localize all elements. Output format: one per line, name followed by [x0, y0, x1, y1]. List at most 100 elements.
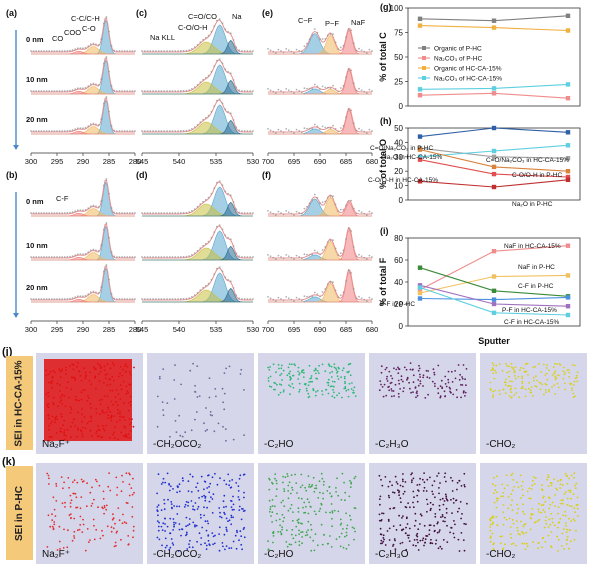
ion-point [302, 506, 304, 509]
envelope-curve [31, 57, 135, 93]
raw-data-point [118, 90, 121, 92]
ion-point [506, 371, 509, 374]
ion-point [127, 392, 129, 394]
raw-data-point [37, 298, 40, 300]
ion-point [521, 480, 524, 483]
ion-point [300, 531, 302, 534]
raw-data-point [182, 255, 185, 258]
raw-data-point [185, 297, 188, 300]
ion-point [327, 378, 330, 381]
ion-point [430, 538, 432, 541]
ion-point [67, 529, 69, 532]
ion-point [546, 378, 549, 381]
tof-tile: -C₂H₃O [369, 353, 476, 454]
ion-point [286, 473, 289, 475]
ion-point [119, 410, 121, 413]
ion-point [342, 367, 345, 370]
fitted-peak [31, 91, 135, 95]
series-label: C=O/Na₂CO₃ in HC-CA-15% [486, 157, 569, 164]
envelope-curve [142, 267, 253, 301]
raw-data-point [282, 91, 285, 94]
ion-point [110, 419, 113, 422]
ion-point [460, 532, 463, 534]
ion-point [516, 526, 519, 529]
ion-point [72, 376, 74, 379]
tof-tile: -C₂HO [258, 353, 365, 454]
ion-point [353, 507, 356, 509]
ion-point [65, 434, 67, 437]
raw-data-point [58, 130, 61, 132]
ion-point [564, 510, 567, 513]
ion-point [534, 365, 537, 368]
raw-data-point [345, 116, 347, 119]
raw-data-point [329, 33, 332, 35]
raw-data-point [308, 87, 311, 90]
ion-point [304, 511, 307, 514]
ion-point [275, 482, 278, 485]
raw-data-point [204, 284, 207, 287]
ion-point [553, 478, 555, 480]
raw-data-point [123, 130, 126, 132]
ion-point [89, 429, 92, 432]
ion-point [530, 514, 533, 516]
raw-data-point [155, 298, 157, 300]
ion-point [338, 367, 340, 370]
fragment-label: -CH₂OCO₂ [153, 549, 202, 560]
raw-data-point [30, 298, 32, 300]
ion-point [187, 490, 190, 492]
ion-point [512, 368, 515, 371]
raw-data-point [82, 295, 84, 298]
raw-data-point [224, 28, 227, 31]
ion-point [90, 383, 93, 386]
ion-point [169, 435, 171, 438]
ion-point [513, 371, 516, 374]
ion-point [54, 421, 56, 424]
raw-data-point [210, 70, 213, 73]
ion-point [47, 402, 50, 405]
ion-point [128, 383, 131, 386]
raw-data-point [92, 248, 95, 251]
y-tick-label: 50 [394, 124, 403, 133]
ion-point [491, 515, 494, 518]
raw-data-point [146, 256, 149, 258]
raw-data-point [277, 210, 280, 213]
ion-point [46, 403, 48, 406]
ion-point [501, 483, 504, 486]
raw-data-point [371, 212, 373, 214]
ion-point [428, 377, 431, 379]
ion-point [168, 548, 171, 551]
ion-point [442, 520, 445, 522]
data-point [417, 87, 423, 92]
tof-3d-render [267, 472, 357, 552]
ion-point [133, 491, 135, 494]
ion-point [63, 431, 65, 434]
ion-point [544, 389, 547, 391]
raw-data-point [113, 129, 116, 132]
ion-point [131, 506, 134, 508]
raw-data-point [290, 298, 293, 301]
ion-point [162, 477, 165, 480]
ion-point [291, 383, 294, 385]
ion-point [457, 364, 460, 366]
raw-data-point [160, 90, 163, 92]
ion-point [181, 528, 183, 531]
raw-data-point [121, 130, 123, 132]
ion-point [331, 511, 334, 514]
ion-point [532, 366, 535, 369]
ion-point [49, 370, 52, 373]
ion-point [443, 476, 446, 478]
raw-data-point [221, 184, 224, 187]
ion-point [395, 529, 398, 531]
ion-point [314, 487, 316, 490]
ion-point [225, 517, 228, 520]
raw-data-point [221, 102, 224, 105]
ion-point [125, 370, 127, 373]
ion-point [80, 391, 83, 394]
raw-data-point [105, 178, 108, 180]
ion-point [51, 420, 53, 423]
ion-point [207, 522, 210, 525]
ion-point [124, 363, 127, 366]
raw-data-point [224, 234, 227, 237]
ion-point [340, 522, 343, 525]
ion-point [161, 401, 164, 403]
